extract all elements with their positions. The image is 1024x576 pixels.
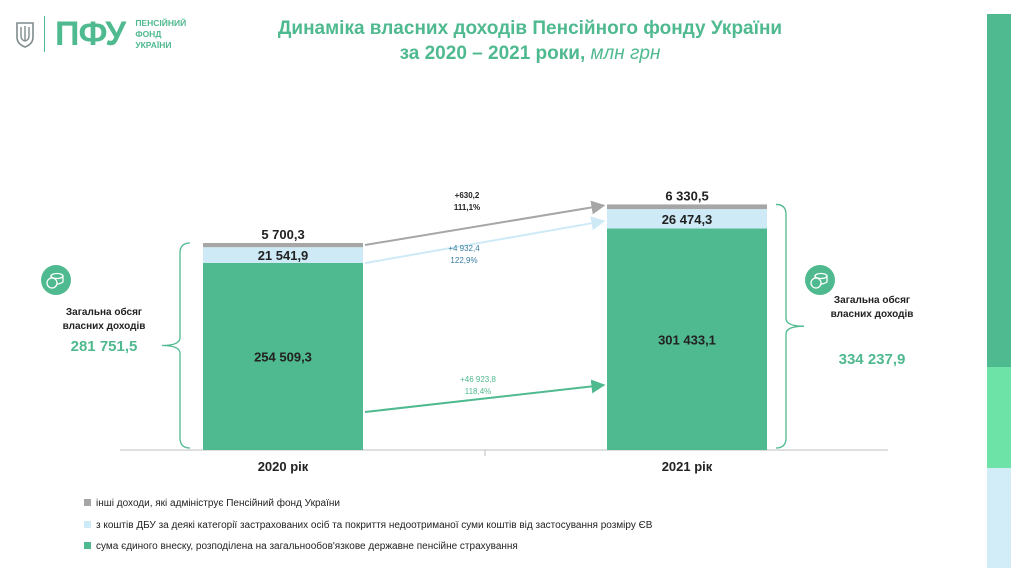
sidebar-strip-2	[987, 367, 1011, 468]
data-label: 301 433,1	[658, 332, 716, 347]
data-label: 6 330,5	[665, 188, 708, 203]
change-arrow	[364, 216, 606, 265]
data-label: 26 474,3	[662, 212, 713, 227]
data-label: 254 509,3	[254, 350, 312, 365]
total-value: 334 237,9	[839, 351, 906, 368]
bar-segment	[203, 263, 363, 450]
title-unit: млн грн	[590, 43, 661, 64]
total-value: 281 751,5	[71, 338, 138, 355]
change-delta-label: +630,2	[455, 191, 480, 200]
change-arrow	[364, 200, 606, 246]
change-delta-label: +46 923,8	[460, 375, 496, 384]
total-label: Загальна обсяг	[66, 306, 142, 318]
trident-icon	[16, 22, 34, 48]
data-label: 5 700,3	[261, 227, 304, 242]
category-label: 2020 рік	[258, 459, 309, 474]
total-label: Загальна обсяг	[834, 294, 910, 306]
legend-swatch	[84, 499, 91, 506]
coins-icon-part	[46, 277, 58, 289]
title-line-2: за 2020 – 2021 роки,	[399, 43, 586, 64]
change-pct-label: 122,9%	[450, 256, 477, 265]
change-delta-label: +4 932,4	[448, 244, 480, 253]
sidebar-strip-1	[987, 14, 1011, 367]
data-label: 21 541,9	[258, 248, 309, 263]
bar-segment	[203, 242, 363, 248]
bar-segment	[607, 204, 767, 210]
category-label: 2021 рік	[662, 459, 713, 474]
logo-line-1: ПЕНСІЙНИЙ	[135, 17, 187, 28]
logo-line-2: ФОНД	[135, 28, 162, 39]
pfu-logo: ПФУ ПЕНСІЙНИЙ ФОНД УКРАЇНИ	[14, 14, 186, 54]
legend-label: сума єдиного внеску, розподілена на зага…	[96, 540, 518, 552]
page-title: Динаміка власних доходів Пенсійного фонд…	[230, 16, 830, 66]
sidebar-strip-3	[987, 468, 1011, 568]
total-label: власних доходів	[831, 309, 914, 320]
bracket-brace	[161, 242, 191, 449]
total-label: власних доходів	[63, 321, 146, 332]
legend-swatch	[84, 521, 91, 528]
bar-segment	[607, 228, 767, 450]
change-pct-label: 111,1%	[454, 203, 480, 212]
coins-icon-part	[810, 277, 822, 289]
change-pct-label: 118,4%	[465, 387, 492, 396]
logo-separator	[44, 16, 45, 52]
bar-segment	[203, 247, 363, 263]
bar-segment	[607, 209, 767, 229]
logo-text: ПЕНСІЙНИЙ ФОНД УКРАЇНИ	[135, 18, 186, 51]
title-line-1: Динаміка власних доходів Пенсійного фонд…	[277, 18, 783, 39]
legend-swatch	[84, 542, 91, 549]
change-arrow	[364, 379, 606, 413]
logo-line-3: УКРАЇНИ	[135, 39, 172, 50]
legend-label: з коштів ДБУ за деякі категорії застрахо…	[96, 519, 653, 531]
legend-label: інші доходи, які адмініструє Пенсійний ф…	[96, 497, 340, 509]
bracket-brace	[775, 203, 805, 449]
logo-abbreviation: ПФУ	[55, 14, 126, 53]
